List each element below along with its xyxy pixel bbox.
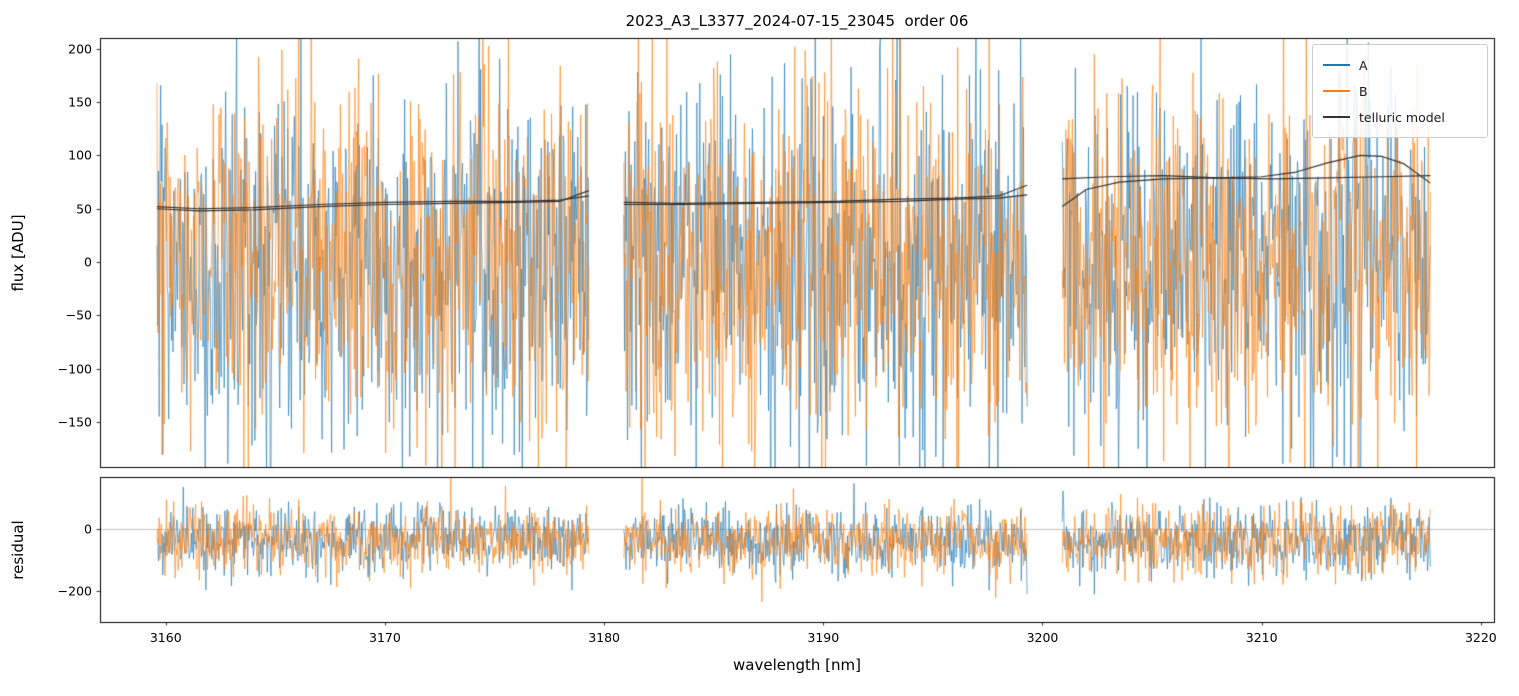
legend-entry-b: B <box>1323 78 1477 104</box>
series-a-line-icon <box>1323 64 1350 66</box>
chart-title: 2023_A3_L3377_2024-07-15_23045 order 06 <box>625 12 969 30</box>
legend-entry-telluric: telluric model <box>1323 104 1477 130</box>
residual-y-axis-label: residual <box>9 520 27 580</box>
x-axis-label: wavelength [nm] <box>733 656 861 674</box>
series-b-line-icon <box>1323 90 1350 92</box>
legend: A B telluric model <box>1312 44 1488 138</box>
flux-y-axis-label: flux [ADU] <box>9 214 27 292</box>
legend-entry-a: A <box>1323 52 1477 78</box>
legend-label-b: B <box>1359 83 1368 99</box>
legend-label-telluric: telluric model <box>1359 109 1445 125</box>
legend-label-a: A <box>1359 57 1368 73</box>
telluric-model-line-icon <box>1323 116 1350 118</box>
